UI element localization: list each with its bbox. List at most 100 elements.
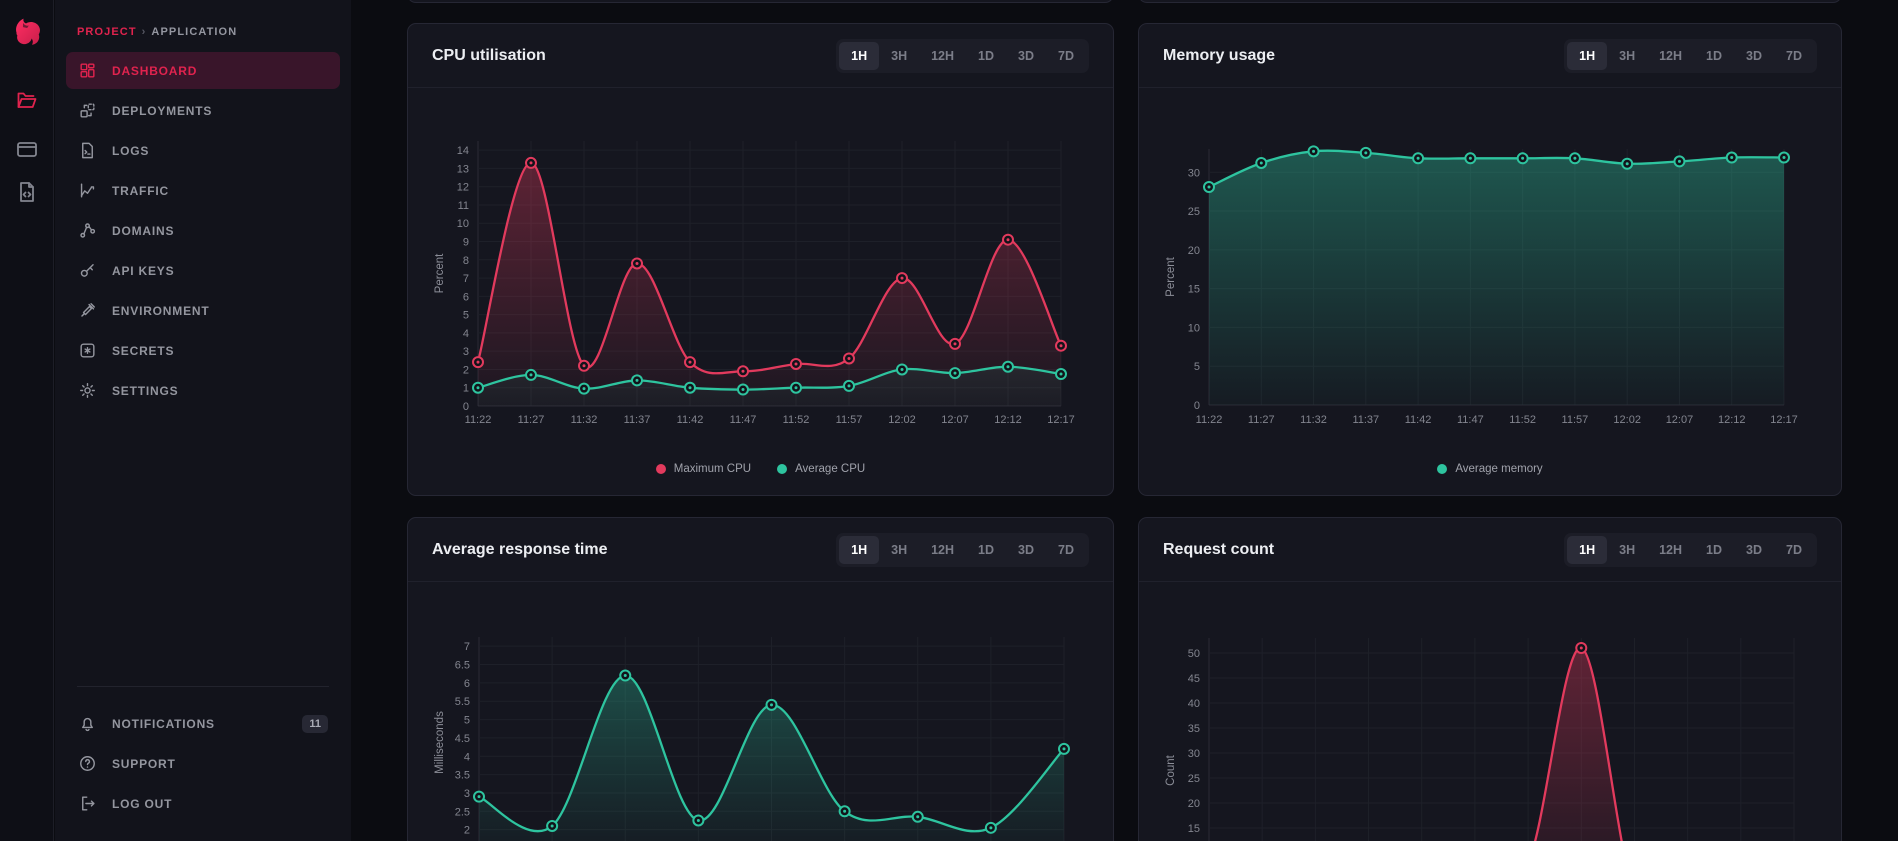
svg-text:12:02: 12:02: [888, 414, 916, 426]
sidebar-item-domains[interactable]: DOMAINS: [66, 212, 340, 249]
card-title: Request count: [1163, 540, 1275, 558]
sidebar-item-label: NOTIFICATIONS: [112, 716, 215, 731]
svg-text:11:37: 11:37: [1352, 414, 1379, 426]
sidebar: PROJECT › APPLICATION DASHBOARD DEPLOYMENTS…: [55, 0, 351, 841]
time-range-button-1h[interactable]: 1H: [839, 535, 880, 564]
svg-text:10: 10: [457, 218, 469, 230]
svg-text:5: 5: [1194, 361, 1200, 373]
time-range-button-7d[interactable]: 7D: [1774, 536, 1814, 564]
svg-text:Percent: Percent: [434, 253, 446, 293]
scrolled-card-stub-right: [1138, 0, 1842, 3]
time-range-button-7d[interactable]: 7D: [1046, 42, 1086, 70]
svg-text:6.5: 6.5: [455, 660, 470, 672]
time-range-button-12h[interactable]: 12H: [1647, 536, 1694, 564]
sidebar-item-api-keys[interactable]: API KEYS: [66, 252, 340, 289]
legend-item[interactable]: Maximum CPU: [655, 463, 752, 475]
time-range-button-3d[interactable]: 3D: [1734, 536, 1774, 564]
svg-text:7: 7: [463, 273, 469, 285]
time-range-group: 1H 3H 12H 1D 3D 7D: [1564, 532, 1817, 567]
file-code-icon[interactable]: [15, 180, 39, 204]
time-range-button-7d[interactable]: 7D: [1046, 536, 1086, 564]
time-range-button-1d[interactable]: 1D: [1694, 536, 1734, 564]
time-range-button-1d[interactable]: 1D: [966, 42, 1006, 70]
svg-text:20: 20: [1188, 245, 1200, 257]
sidebar-item-logs[interactable]: LOGS: [66, 132, 340, 169]
time-range-button-3h[interactable]: 3H: [879, 42, 919, 70]
svg-text:6: 6: [463, 291, 469, 303]
time-range-button-3h[interactable]: 3H: [879, 536, 919, 564]
sidebar-item-dashboard[interactable]: DASHBOARD: [66, 52, 340, 89]
nest-logo[interactable]: [10, 14, 44, 48]
time-range-group: 1H 3H 12H 1D 3D 7D: [836, 38, 1089, 73]
time-range-button-1h[interactable]: 1H: [839, 41, 880, 70]
svg-text:7: 7: [464, 641, 470, 653]
time-range-button-1d[interactable]: 1D: [1694, 42, 1734, 70]
sidebar-item-notifications[interactable]: NOTIFICATIONS 11: [66, 705, 340, 742]
key-icon: [78, 261, 97, 280]
legend-item[interactable]: Average memory: [1437, 463, 1543, 475]
svg-text:3: 3: [463, 346, 469, 358]
time-range-button-3d[interactable]: 3D: [1006, 536, 1046, 564]
svg-text:4.5: 4.5: [455, 733, 470, 745]
sidebar-item-environment[interactable]: ENVIRONMENT: [66, 292, 340, 329]
svg-text:6: 6: [464, 678, 470, 690]
svg-text:11:37: 11:37: [624, 414, 651, 426]
svg-text:1: 1: [463, 383, 469, 395]
sidebar-item-settings[interactable]: SETTINGS: [66, 372, 340, 409]
sidebar-footer: NOTIFICATIONS 11 SUPPORT LOG OUT: [66, 686, 340, 825]
svg-text:35: 35: [1188, 723, 1200, 735]
folder-open-icon[interactable]: [15, 88, 39, 112]
svg-text:14: 14: [457, 145, 469, 157]
svg-text:4: 4: [464, 751, 470, 763]
sidebar-item-support[interactable]: SUPPORT: [66, 745, 340, 782]
time-range-button-3h[interactable]: 3H: [1607, 536, 1647, 564]
time-range-button-1h[interactable]: 1H: [1567, 535, 1608, 564]
credit-card-icon[interactable]: [15, 137, 39, 161]
sidebar-item-secrets[interactable]: SECRETS: [66, 332, 340, 369]
svg-text:12:17: 12:17: [1047, 414, 1075, 426]
breadcrumb: PROJECT › APPLICATION: [77, 26, 237, 38]
time-range-button-3d[interactable]: 3D: [1734, 42, 1774, 70]
legend-label: Maximum CPU: [673, 463, 752, 475]
svg-text:Milliseconds: Milliseconds: [434, 711, 446, 774]
svg-text:9: 9: [463, 237, 469, 249]
svg-text:11:22: 11:22: [465, 414, 492, 426]
svg-text:12:12: 12:12: [994, 414, 1022, 426]
svg-text:11:42: 11:42: [1405, 414, 1432, 426]
breadcrumb-application[interactable]: APPLICATION: [151, 26, 238, 38]
time-range-button-3h[interactable]: 3H: [1607, 42, 1647, 70]
svg-text:2: 2: [464, 825, 470, 837]
svg-text:12:12: 12:12: [1718, 414, 1746, 426]
time-range-button-12h[interactable]: 12H: [919, 536, 966, 564]
svg-text:3: 3: [464, 788, 470, 800]
svg-text:2.5: 2.5: [455, 806, 470, 818]
breadcrumb-project[interactable]: PROJECT: [77, 26, 137, 38]
logs-icon: [78, 141, 97, 160]
time-range-button-7d[interactable]: 7D: [1774, 42, 1814, 70]
response-time-chart: 2 2.5 3 3.5 4 4.5 5 5.5 6 6.5 7 Milliseconds: [434, 637, 1070, 841]
sidebar-item-label: DASHBOARD: [112, 63, 198, 78]
time-range-button-3d[interactable]: 3D: [1006, 42, 1046, 70]
breadcrumb-separator: ›: [141, 26, 147, 38]
legend-label: Average memory: [1455, 463, 1543, 475]
card-title: Average response time: [432, 540, 608, 558]
svg-text:3.5: 3.5: [455, 770, 470, 782]
time-range-button-12h[interactable]: 12H: [919, 42, 966, 70]
svg-text:45: 45: [1188, 673, 1200, 685]
sidebar-item-label: TRAFFIC: [112, 183, 169, 198]
sidebar-item-log-out[interactable]: LOG OUT: [66, 785, 340, 822]
sidebar-item-deployments[interactable]: DEPLOYMENTS: [66, 92, 340, 129]
svg-text:Count: Count: [1165, 754, 1177, 785]
svg-text:50: 50: [1188, 648, 1200, 660]
sidebar-item-traffic[interactable]: TRAFFIC: [66, 172, 340, 209]
svg-text:0: 0: [1194, 400, 1200, 412]
sidebar-item-label: DEPLOYMENTS: [112, 103, 213, 118]
time-range-button-1h[interactable]: 1H: [1567, 41, 1608, 70]
card-title: CPU utilisation: [432, 46, 546, 64]
time-range-button-12h[interactable]: 12H: [1647, 42, 1694, 70]
legend-item[interactable]: Average CPU: [777, 463, 865, 475]
legend-dot: [777, 464, 788, 474]
chart-legend: Average memory: [1163, 449, 1817, 489]
time-range-button-1d[interactable]: 1D: [966, 536, 1006, 564]
